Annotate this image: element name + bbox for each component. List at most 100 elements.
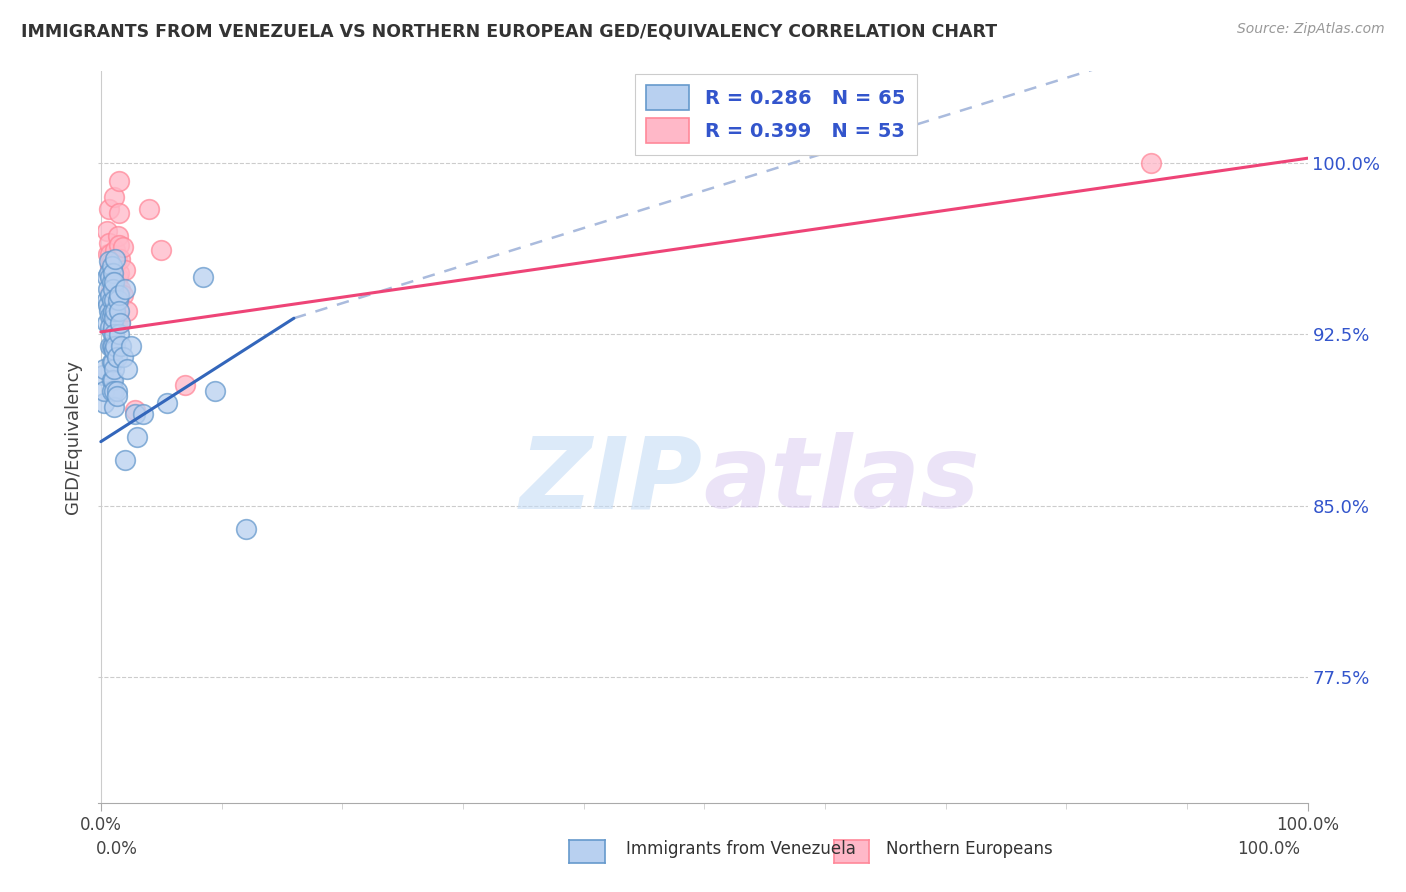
Point [104,243,127,257]
Point [108,281,131,295]
Point [103,263,125,277]
Point [107,293,129,307]
Point [108,304,131,318]
Point [156,396,179,410]
Point [98,235,121,250]
Point [124,407,146,421]
Point [100,354,122,368]
Point [103,293,125,307]
Point [97,281,120,295]
Point [107,309,129,323]
Point [93,384,115,399]
Point [101,304,124,318]
Point [111,350,134,364]
Text: 0.0%: 0.0% [96,840,138,858]
Point [103,401,125,415]
Point [96,224,118,238]
Point [103,275,125,289]
Point [101,293,124,307]
Point [104,288,127,302]
Point [100,286,122,301]
Point [100,254,122,268]
Point [96,293,118,307]
Point [103,311,125,326]
Point [132,407,155,421]
Point [104,270,127,285]
Point [97,297,120,311]
Text: 100.0%: 100.0% [1237,840,1301,858]
Text: atlas: atlas [703,433,980,530]
Point [107,288,129,302]
Point [101,277,124,291]
Y-axis label: GED/Equivalency: GED/Equivalency [65,360,83,514]
Point [114,453,136,467]
Point [105,384,128,399]
Point [108,327,131,342]
Text: ZIP: ZIP [520,433,703,530]
Point [100,309,122,323]
Point [104,304,127,318]
Point [114,263,136,277]
Point [101,309,124,323]
Point [100,320,122,334]
Point [120,338,142,352]
Point [174,377,197,392]
Point [101,320,124,334]
Point [108,316,131,330]
Point [108,174,131,188]
Point [100,309,122,323]
Point [98,202,121,216]
Point [100,297,122,311]
Point [100,270,122,285]
Point [93,361,115,376]
Point [1139,155,1161,169]
Point [104,256,127,270]
Point [98,265,121,279]
Point [193,270,215,285]
Point [104,338,127,352]
Point [117,304,139,318]
Text: IMMIGRANTS FROM VENEZUELA VS NORTHERN EUROPEAN GED/EQUIVALENCY CORRELATION CHART: IMMIGRANTS FROM VENEZUELA VS NORTHERN EU… [21,22,997,40]
Point [100,286,122,301]
Point [91,368,114,383]
Point [96,316,118,330]
Point [108,293,131,307]
Point [101,281,124,295]
Point [108,265,131,279]
Point [105,252,128,266]
Point [104,320,127,334]
Point [100,270,122,285]
Point [103,327,125,342]
Legend: R = 0.286   N = 65, R = 0.399   N = 53: R = 0.286 N = 65, R = 0.399 N = 53 [634,74,917,155]
Text: Source: ZipAtlas.com: Source: ZipAtlas.com [1237,22,1385,37]
Point [108,238,131,252]
Point [103,190,125,204]
Point [100,288,122,302]
Point [117,361,139,376]
Point [103,309,125,323]
Point [204,384,226,399]
Point [100,270,122,285]
Point [100,338,122,352]
Point [235,521,257,535]
Point [104,252,127,266]
Point [98,254,121,268]
Point [108,316,131,330]
Point [104,304,127,318]
Point [108,206,131,220]
Point [105,316,128,330]
Point [100,259,122,273]
Point [93,396,115,410]
Point [114,281,136,295]
Point [108,252,131,266]
Point [97,247,120,261]
Point [98,304,121,318]
Point [111,288,134,302]
Point [107,270,129,285]
Point [105,293,128,307]
Point [150,243,173,257]
Point [101,373,124,387]
Point [103,293,125,307]
Point [100,338,122,352]
Point [100,384,122,399]
